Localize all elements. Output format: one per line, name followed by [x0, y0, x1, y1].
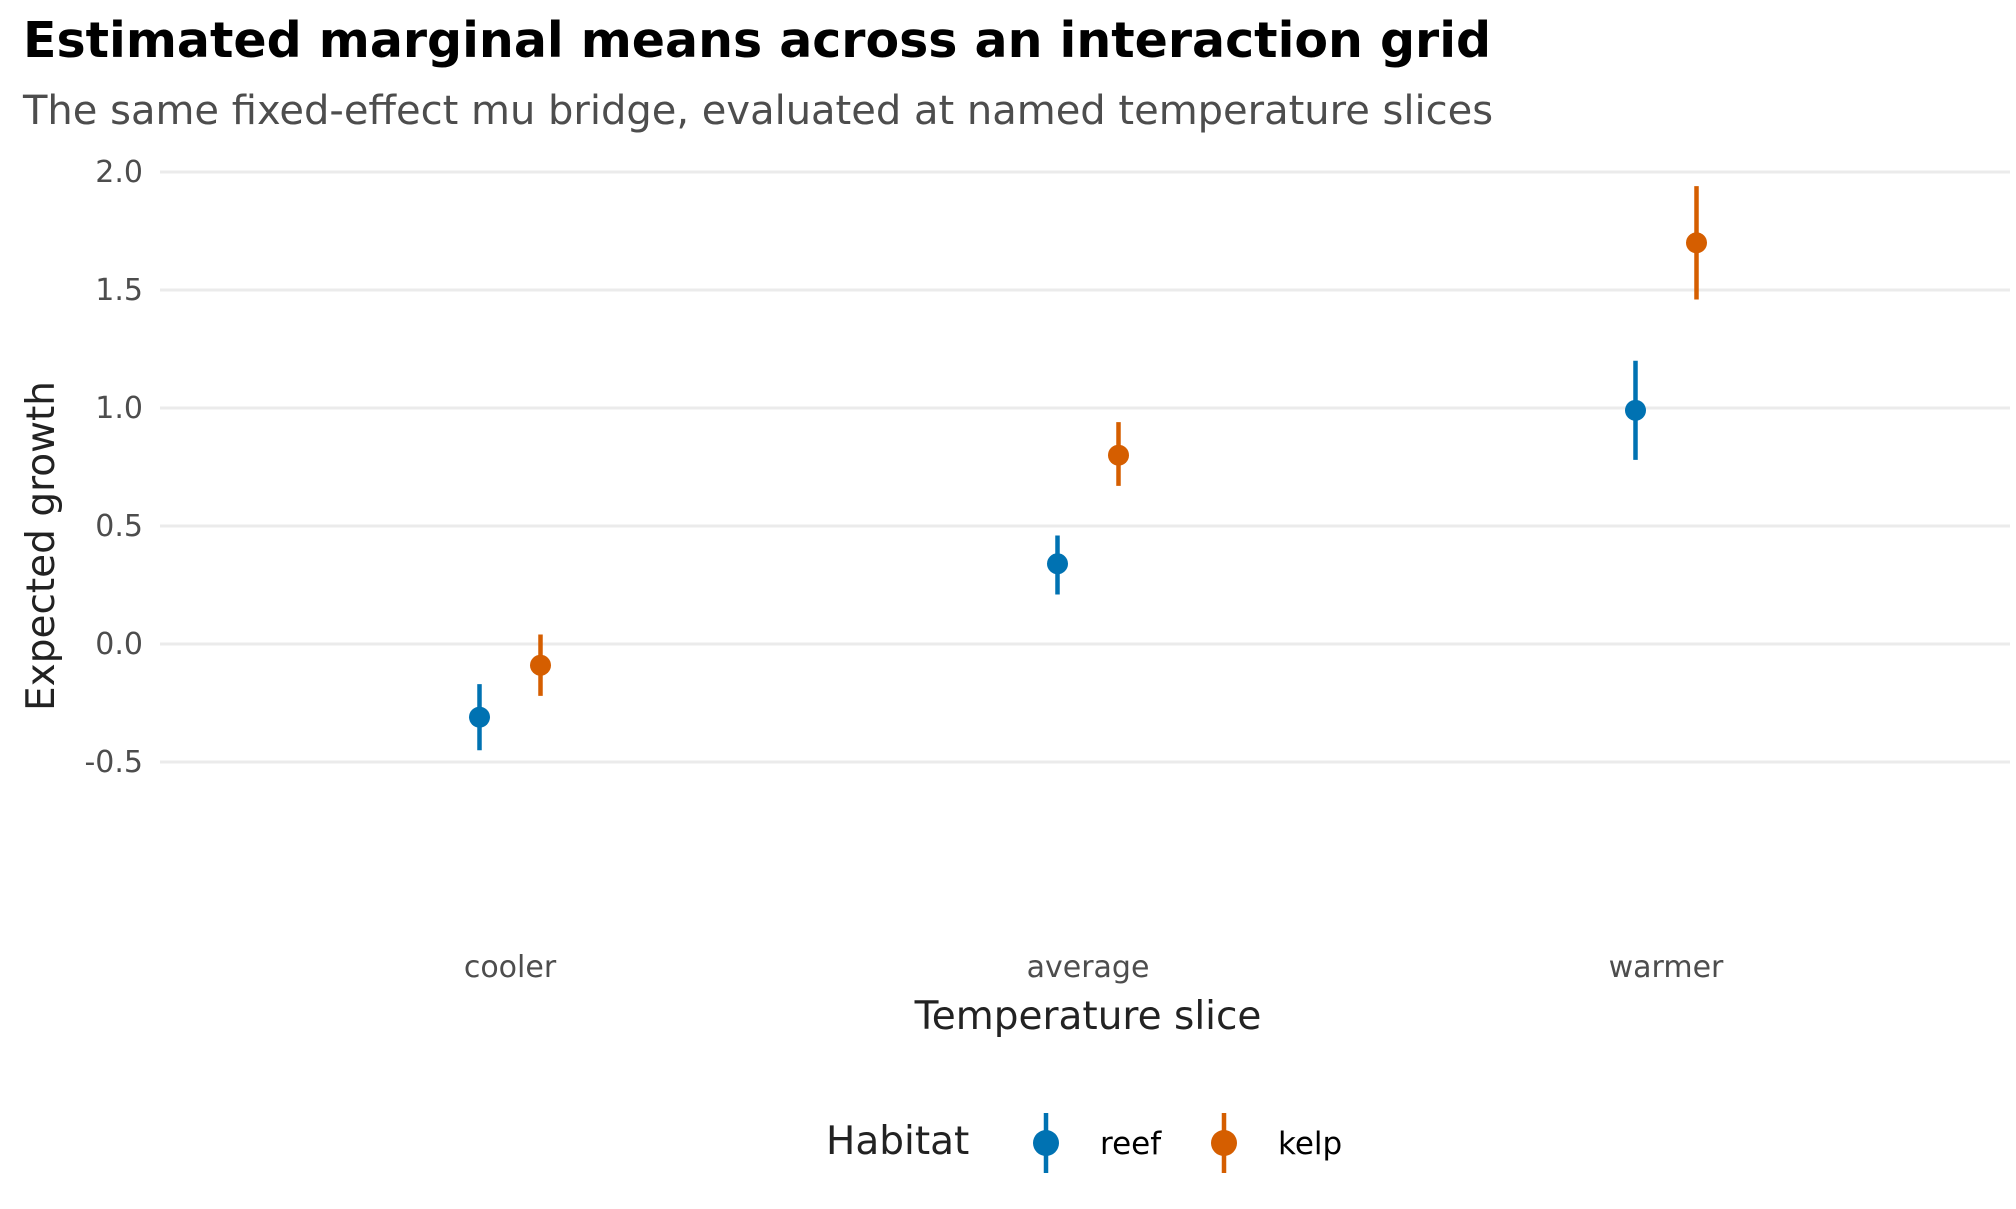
point-kelp: [530, 654, 551, 676]
data-marks: [469, 186, 1707, 751]
point-kelp: [1108, 444, 1129, 466]
legend: Habitat reef kelp: [826, 1113, 1342, 1173]
y-axis-title: Expected growth: [19, 381, 64, 711]
y-tick-label: 2.0: [95, 155, 143, 190]
point-kelp: [1686, 232, 1707, 254]
legend-key-point-reef: [1033, 1130, 1059, 1156]
x-tick-label: cooler: [464, 950, 557, 985]
legend-key-point-kelp: [1211, 1130, 1237, 1156]
gridlines: [160, 170, 2010, 764]
chart-title: Estimated marginal means across an inter…: [23, 12, 1492, 69]
legend-title: Habitat: [826, 1119, 969, 1164]
x-tick-label: average: [1027, 950, 1150, 985]
y-tick-labels: -0.5 0.0 0.5 1.0 1.5 2.0: [84, 155, 143, 780]
x-tick-label: warmer: [1609, 950, 1724, 985]
legend-label-reef: reef: [1100, 1126, 1162, 1162]
y-tick-label: -0.5: [84, 745, 143, 780]
y-tick-label: 1.0: [95, 391, 143, 426]
point-reef: [469, 706, 490, 728]
x-axis-title: Temperature slice: [914, 994, 1262, 1039]
y-tick-label: 1.5: [95, 273, 143, 308]
point-reef: [1625, 399, 1646, 421]
legend-label-kelp: kelp: [1278, 1126, 1342, 1162]
x-tick-labels: cooler average warmer: [464, 950, 1724, 985]
y-tick-label: 0.0: [95, 627, 143, 662]
chart-subtitle: The same fixed-effect mu bridge, evaluat…: [23, 88, 1494, 134]
y-tick-label: 0.5: [95, 509, 143, 544]
point-reef: [1047, 553, 1068, 575]
